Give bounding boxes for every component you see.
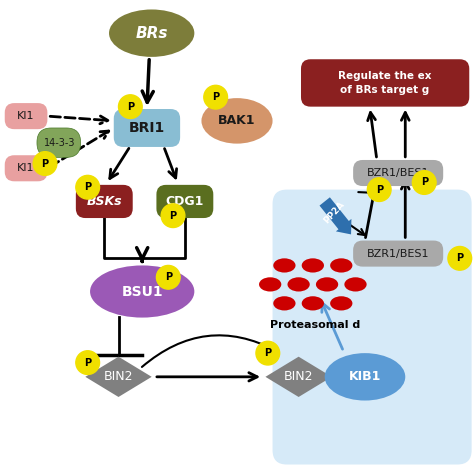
Ellipse shape <box>90 265 194 318</box>
Circle shape <box>367 178 391 201</box>
Circle shape <box>76 351 100 374</box>
Text: BRs: BRs <box>136 26 168 41</box>
Text: Proteasomal d: Proteasomal d <box>270 319 360 330</box>
Text: P: P <box>264 348 272 358</box>
Text: KI1: KI1 <box>18 163 35 173</box>
Circle shape <box>412 171 436 194</box>
Text: BSKs: BSKs <box>86 195 122 208</box>
Text: BSU1: BSU1 <box>121 284 163 299</box>
Text: BZR1/BES1: BZR1/BES1 <box>367 248 429 259</box>
Ellipse shape <box>330 258 352 273</box>
Text: P: P <box>169 210 177 221</box>
Text: CDG1: CDG1 <box>166 195 204 208</box>
Ellipse shape <box>201 98 273 144</box>
Polygon shape <box>85 357 152 397</box>
Ellipse shape <box>325 353 405 401</box>
Text: P: P <box>84 357 91 368</box>
Text: Regulate the ex
of BRs target g: Regulate the ex of BRs target g <box>338 72 432 94</box>
Circle shape <box>161 204 185 228</box>
Ellipse shape <box>259 277 281 292</box>
FancyBboxPatch shape <box>156 185 213 218</box>
Text: P: P <box>84 182 91 192</box>
FancyBboxPatch shape <box>353 160 443 186</box>
Circle shape <box>256 341 280 365</box>
Text: P: P <box>164 272 172 283</box>
Text: BRI1: BRI1 <box>129 121 165 135</box>
Text: P: P <box>127 101 134 112</box>
Text: KIB1: KIB1 <box>349 370 381 383</box>
Text: P: P <box>420 177 428 188</box>
Text: P: P <box>456 253 464 264</box>
Ellipse shape <box>301 258 324 273</box>
FancyArrow shape <box>319 197 351 235</box>
Text: BZR1/BES1: BZR1/BES1 <box>367 168 429 178</box>
Polygon shape <box>265 357 332 397</box>
Circle shape <box>156 265 180 289</box>
Text: KI1: KI1 <box>18 111 35 121</box>
Ellipse shape <box>301 296 324 310</box>
Text: BIN2: BIN2 <box>284 370 313 383</box>
Ellipse shape <box>330 296 352 310</box>
FancyBboxPatch shape <box>5 103 47 129</box>
Ellipse shape <box>316 277 338 292</box>
Text: P: P <box>41 158 49 169</box>
Text: BIN2: BIN2 <box>104 370 133 383</box>
Ellipse shape <box>287 277 310 292</box>
Circle shape <box>118 95 142 118</box>
Circle shape <box>33 152 57 175</box>
Text: P: P <box>212 92 219 102</box>
Circle shape <box>448 246 472 270</box>
FancyBboxPatch shape <box>5 155 47 181</box>
Ellipse shape <box>273 296 296 310</box>
Text: PP2A: PP2A <box>321 200 346 225</box>
Text: P: P <box>375 184 383 195</box>
FancyBboxPatch shape <box>353 241 443 266</box>
FancyBboxPatch shape <box>37 128 81 157</box>
Text: BAK1: BAK1 <box>218 114 256 128</box>
FancyBboxPatch shape <box>76 185 133 218</box>
Ellipse shape <box>109 9 194 57</box>
Circle shape <box>204 85 228 109</box>
Text: 14-3-3: 14-3-3 <box>44 138 75 148</box>
FancyBboxPatch shape <box>273 190 472 465</box>
FancyBboxPatch shape <box>114 109 180 147</box>
FancyBboxPatch shape <box>301 59 469 107</box>
Circle shape <box>76 175 100 199</box>
Ellipse shape <box>273 258 296 273</box>
Ellipse shape <box>344 277 367 292</box>
